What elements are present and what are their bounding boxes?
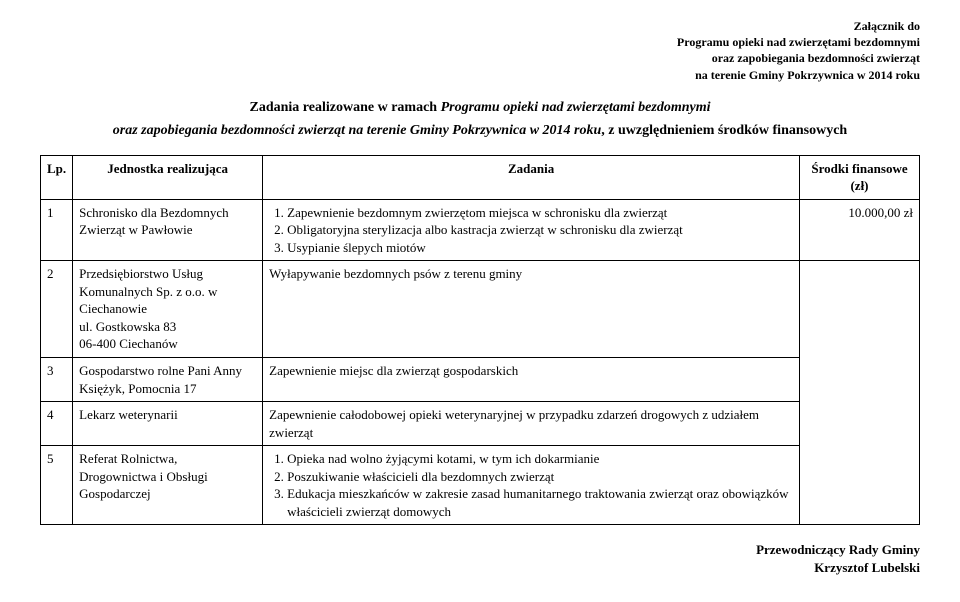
task-item: Zapewnienie bezdomnym zwierzętom miejsca… <box>287 204 793 222</box>
signature-title: Przewodniczący Rady Gminy <box>40 541 920 559</box>
th-unit: Jednostka realizująca <box>73 155 263 199</box>
task-item: Usypianie ślepych miotów <box>287 239 793 257</box>
task-list: Opieka nad wolno żyjącymi kotami, w tym … <box>269 450 793 520</box>
subtitle-italic: oraz zapobiegania bezdomności zwierząt n… <box>113 123 601 138</box>
cell-task: Wyłapywanie bezdomnych psów z terenu gmi… <box>263 261 800 358</box>
table-header-row: Lp. Jednostka realizująca Zadania Środki… <box>41 155 920 199</box>
task-list: Zapewnienie bezdomnym zwierzętom miejsca… <box>269 204 793 257</box>
th-task: Zadania <box>263 155 800 199</box>
table-row: 5 Referat Rolnictwa, Drogownictwa i Obsł… <box>41 446 920 525</box>
cell-funds-empty <box>800 261 920 525</box>
table-row: 1 Schronisko dla Bezdomnych Zwierząt w P… <box>41 199 920 261</box>
task-item: Poszukiwanie właścicieli dla bezdomnych … <box>287 468 793 486</box>
task-item: Edukacja mieszkańców w zakresie zasad hu… <box>287 485 793 520</box>
table-row: 3 Gospodarstwo rolne Pani Anny Księżyk, … <box>41 358 920 402</box>
subtitle-suffix: , z uwzględnieniem środków finansowych <box>601 123 847 138</box>
task-item: Opieka nad wolno żyjącymi kotami, w tym … <box>287 450 793 468</box>
cell-unit: Schronisko dla Bezdomnych Zwierząt w Paw… <box>73 199 263 261</box>
cell-task: Zapewnienie miejsc dla zwierząt gospodar… <box>263 358 800 402</box>
cell-lp: 1 <box>41 199 73 261</box>
th-lp: Lp. <box>41 155 73 199</box>
cell-lp: 2 <box>41 261 73 358</box>
cell-task: Zapewnienie całodobowej opieki weterynar… <box>263 402 800 446</box>
attachment-header: Załącznik do Programu opieki nad zwierzę… <box>40 18 920 83</box>
signature-block: Przewodniczący Rady Gminy Krzysztof Lube… <box>40 541 920 576</box>
table-row: 2 Przedsiębiorstwo Usług Komunalnych Sp.… <box>41 261 920 358</box>
cell-unit: Referat Rolnictwa, Drogownictwa i Obsług… <box>73 446 263 525</box>
cell-lp: 5 <box>41 446 73 525</box>
th-funds: Środki finansowe (zł) <box>800 155 920 199</box>
header-line-2: Programu opieki nad zwierzętami bezdomny… <box>40 34 920 50</box>
cell-lp: 3 <box>41 358 73 402</box>
header-line-1: Załącznik do <box>40 18 920 34</box>
cell-lp: 4 <box>41 402 73 446</box>
task-item: Obligatoryjna sterylizacja albo kastracj… <box>287 221 793 239</box>
main-subtitle: oraz zapobiegania bezdomności zwierząt n… <box>40 122 920 141</box>
table-row: 4 Lekarz weterynarii Zapewnienie całodob… <box>41 402 920 446</box>
cell-task: Opieka nad wolno żyjącymi kotami, w tym … <box>263 446 800 525</box>
cell-unit: Lekarz weterynarii <box>73 402 263 446</box>
cell-funds: 10.000,00 zł <box>800 199 920 261</box>
header-line-4: na terenie Gminy Pokrzywnica w 2014 roku <box>40 67 920 83</box>
cell-unit: Gospodarstwo rolne Pani Anny Księżyk, Po… <box>73 358 263 402</box>
signature-name: Krzysztof Lubelski <box>40 559 920 577</box>
header-line-3: oraz zapobiegania bezdomności zwierząt <box>40 50 920 66</box>
cell-task: Zapewnienie bezdomnym zwierzętom miejsca… <box>263 199 800 261</box>
title-italic: Programu opieki nad zwierzętami bezdomny… <box>441 100 711 115</box>
tasks-table: Lp. Jednostka realizująca Zadania Środki… <box>40 155 920 526</box>
title-prefix: Zadania realizowane w ramach <box>250 100 441 115</box>
cell-unit: Przedsiębiorstwo Usług Komunalnych Sp. z… <box>73 261 263 358</box>
main-title: Zadania realizowane w ramach Programu op… <box>40 99 920 118</box>
